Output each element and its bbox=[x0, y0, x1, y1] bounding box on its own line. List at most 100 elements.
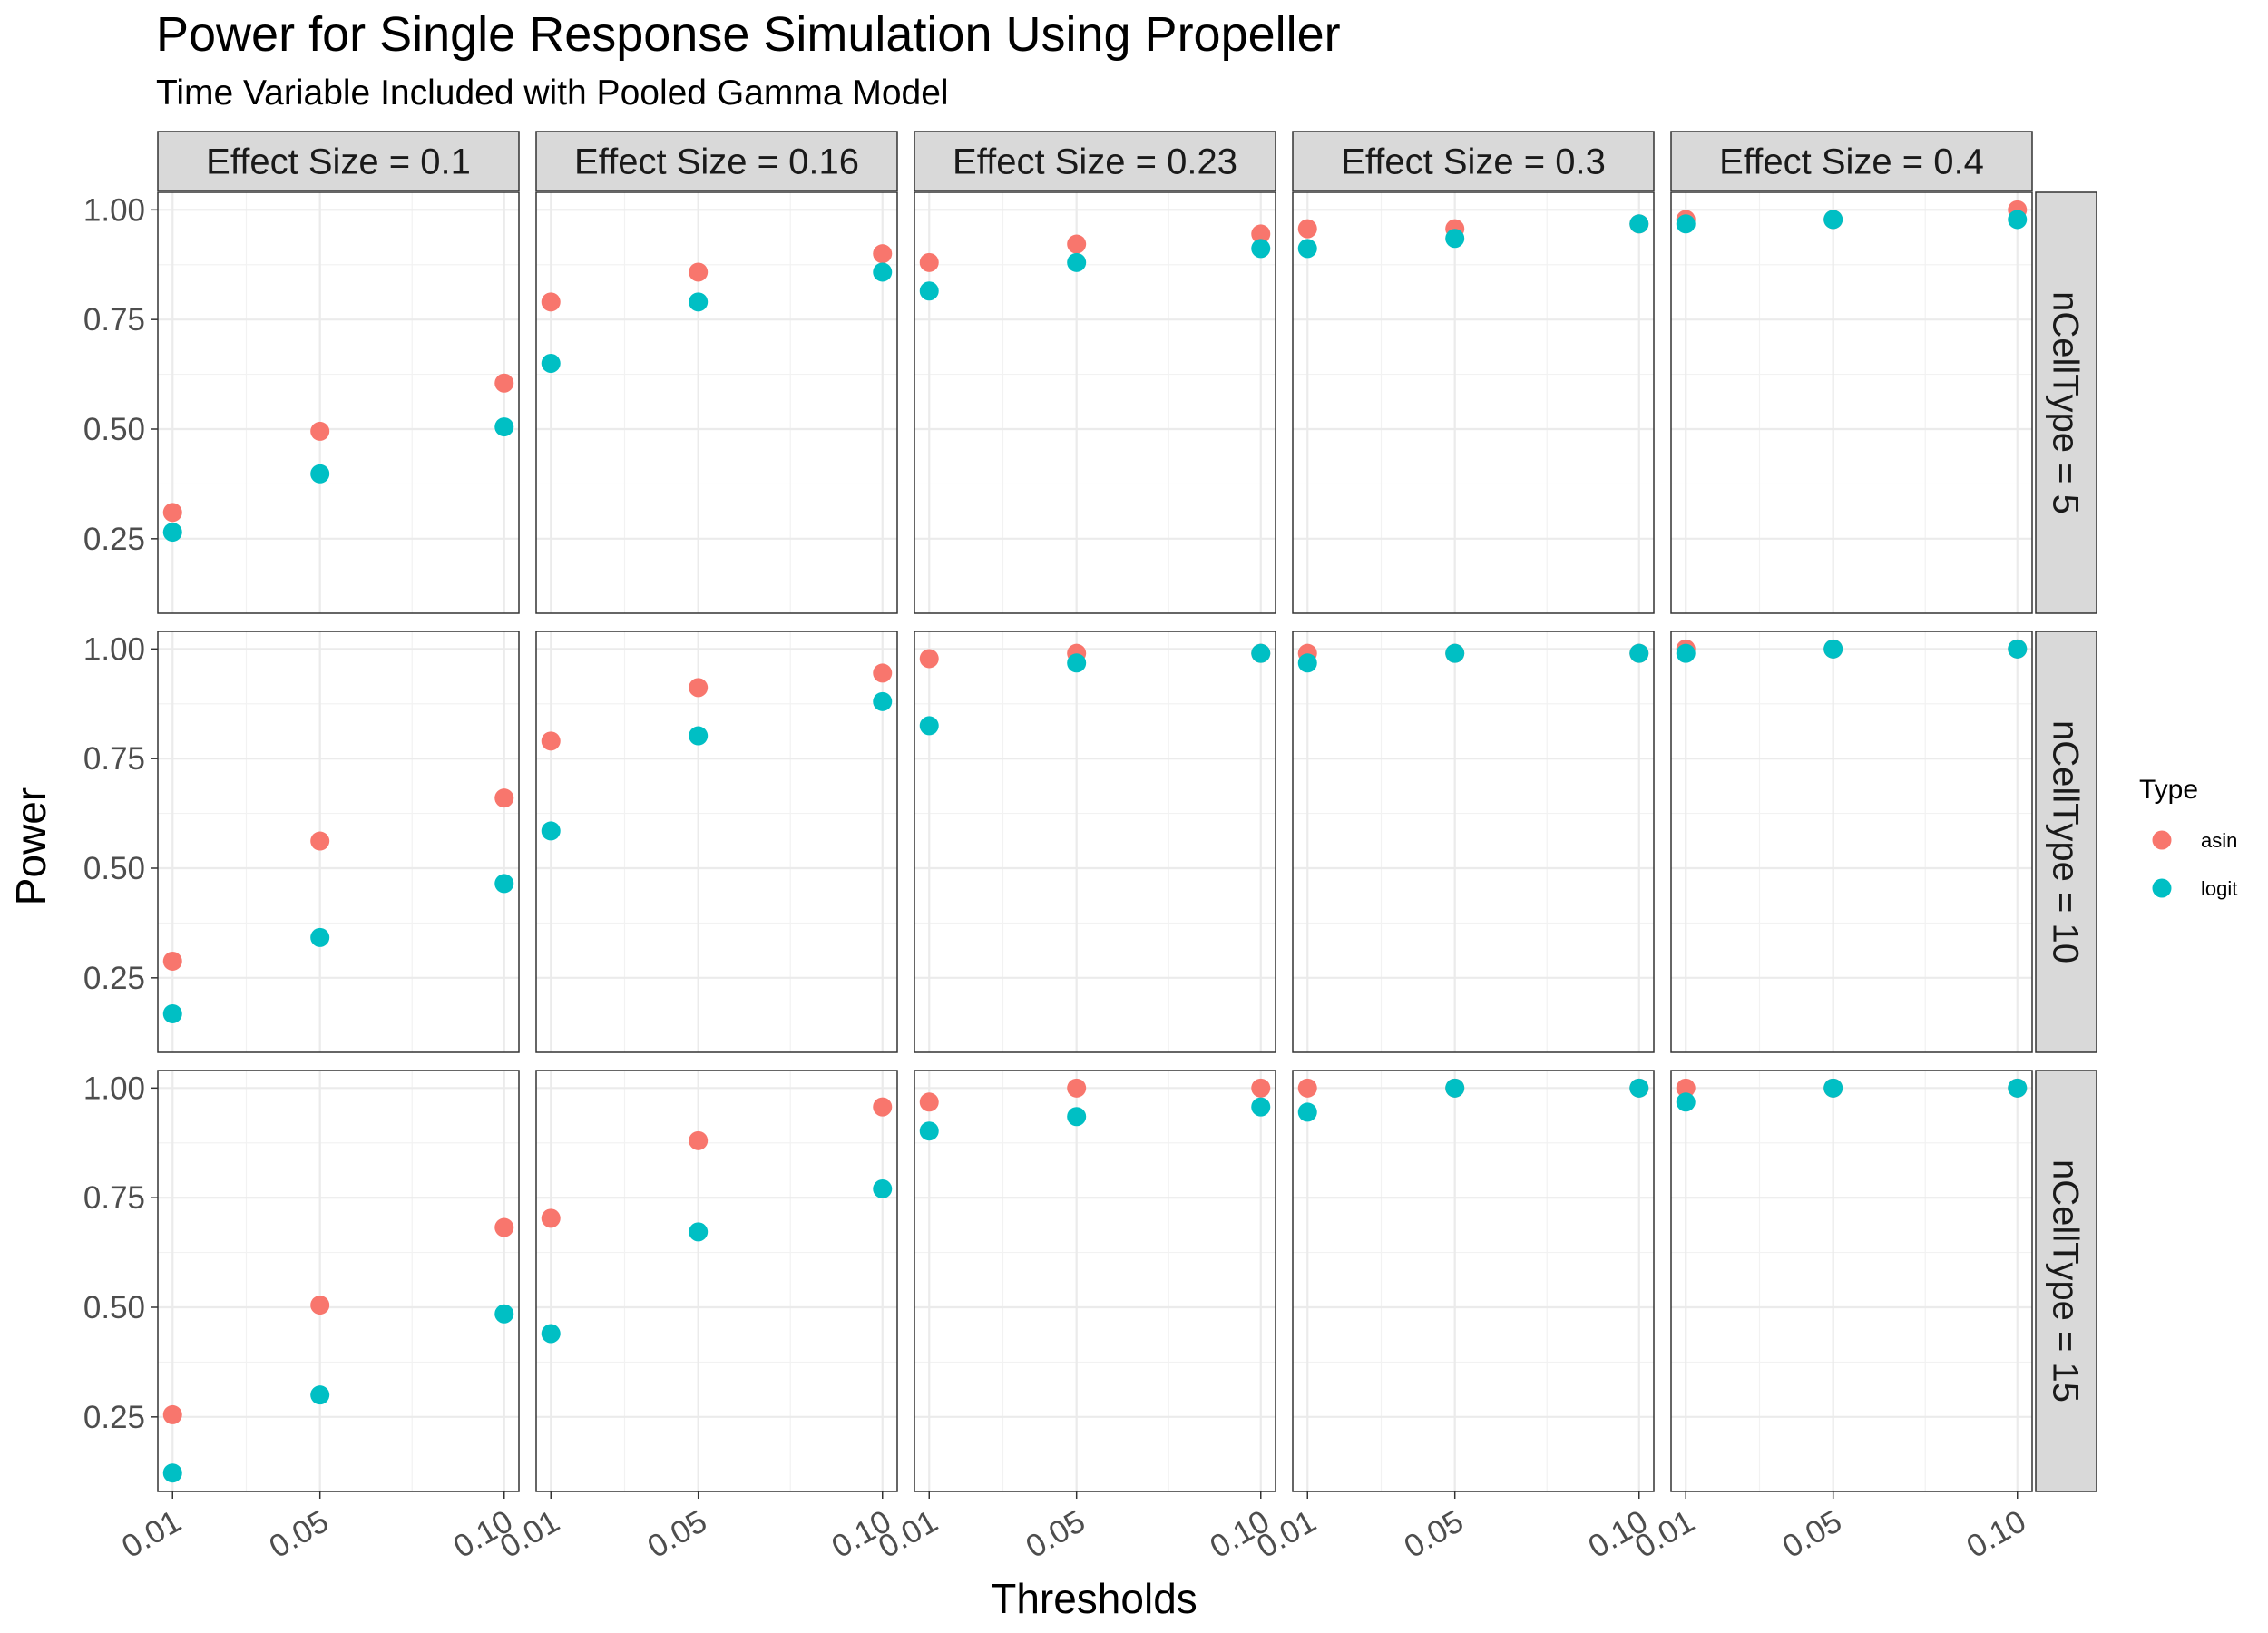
data-point-logit bbox=[1823, 639, 1843, 659]
data-point-logit bbox=[1251, 643, 1271, 663]
facet-strip-row-label: nCellType = 10 bbox=[2046, 720, 2086, 963]
panel-border bbox=[1292, 1070, 1655, 1492]
data-point-logit bbox=[1067, 653, 1087, 673]
data-point-asin bbox=[1297, 219, 1317, 239]
facet-panel bbox=[535, 631, 898, 1053]
panel-background bbox=[158, 1071, 519, 1491]
facet-strip-column-label: Effect Size = 0.4 bbox=[1719, 142, 1984, 182]
data-point-logit bbox=[162, 1003, 182, 1023]
panel-background bbox=[1671, 631, 2032, 1052]
legend-key-asin bbox=[2152, 830, 2172, 850]
data-point-asin bbox=[919, 252, 939, 272]
data-point-logit bbox=[919, 281, 939, 301]
facet-strip-column-label: Effect Size = 0.1 bbox=[206, 142, 471, 182]
data-point-logit bbox=[873, 691, 893, 711]
chart-subtitle: Time Variable Included with Pooled Gamma… bbox=[156, 73, 949, 112]
panel-border bbox=[535, 631, 898, 1053]
x-axis-title: Thresholds bbox=[991, 1575, 1198, 1622]
facet-panel bbox=[535, 1070, 898, 1492]
data-point-asin bbox=[1067, 234, 1087, 254]
facet-strip-column bbox=[1292, 131, 1655, 191]
panel-background bbox=[158, 631, 519, 1052]
legend: Type asin logit bbox=[2139, 775, 2237, 900]
data-point-logit bbox=[1297, 1102, 1317, 1122]
data-point-logit bbox=[2008, 639, 2028, 659]
panel-border bbox=[914, 631, 1276, 1053]
facet-panel bbox=[535, 191, 898, 614]
facet-panel bbox=[1670, 191, 2033, 614]
panel-background bbox=[914, 192, 1276, 613]
data-point-logit bbox=[541, 821, 561, 841]
data-point-logit bbox=[1629, 1078, 1649, 1098]
data-point-asin bbox=[1251, 224, 1271, 244]
data-point-logit bbox=[494, 417, 514, 437]
panels-layer: Effect Size = 0.1 Effect Size = 0.16 Effec… bbox=[83, 131, 2097, 1565]
panel-border bbox=[157, 1070, 520, 1492]
facet-strip-column bbox=[535, 131, 898, 191]
data-point-logit bbox=[873, 1179, 893, 1198]
data-point-asin bbox=[162, 951, 182, 971]
facet-strip-row-label: nCellType = 15 bbox=[2046, 1159, 2086, 1403]
data-point-asin bbox=[310, 421, 330, 441]
y-tick-label: 1.00 bbox=[83, 192, 145, 228]
facet-strip-column bbox=[914, 131, 1276, 191]
data-point-logit bbox=[1067, 252, 1087, 272]
facet-panel bbox=[1292, 1070, 1655, 1492]
data-point-asin bbox=[873, 663, 893, 683]
data-point-logit bbox=[2008, 210, 2028, 230]
data-point-logit bbox=[689, 292, 709, 312]
y-tick-label: 1.00 bbox=[83, 631, 145, 667]
panel-border bbox=[1670, 631, 2033, 1053]
facet-strip-column bbox=[1670, 131, 2033, 191]
data-point-asin bbox=[689, 678, 709, 698]
data-point-asin bbox=[310, 1296, 330, 1315]
legend-label-logit: logit bbox=[2201, 877, 2237, 900]
data-point-asin bbox=[1067, 1078, 1087, 1098]
panel-background bbox=[914, 1071, 1276, 1491]
data-point-logit bbox=[1297, 239, 1317, 259]
facet-panel bbox=[157, 191, 520, 614]
panel-background bbox=[536, 192, 897, 613]
data-point-asin bbox=[919, 649, 939, 669]
panel-background bbox=[1293, 1071, 1654, 1491]
y-tick-label: 0.25 bbox=[83, 961, 145, 996]
y-tick-label: 0.75 bbox=[83, 302, 145, 337]
data-point-logit bbox=[1251, 239, 1271, 259]
x-tick-label: 0.10 bbox=[1960, 1503, 2031, 1565]
y-tick-label: 0.25 bbox=[83, 522, 145, 557]
data-point-logit bbox=[1629, 214, 1649, 234]
data-point-asin bbox=[689, 262, 709, 282]
y-tick-label: 0.50 bbox=[83, 851, 145, 886]
data-point-asin bbox=[162, 1404, 182, 1424]
facet-strip-column-label: Effect Size = 0.16 bbox=[574, 142, 859, 182]
panel-border bbox=[914, 1070, 1276, 1492]
panel-border bbox=[535, 191, 898, 614]
facet-panel bbox=[914, 191, 1276, 614]
panel-border bbox=[1670, 191, 2033, 614]
y-tick-label: 0.75 bbox=[83, 741, 145, 777]
data-point-logit bbox=[1445, 1078, 1465, 1098]
data-point-logit bbox=[1823, 210, 1843, 230]
data-point-logit bbox=[162, 523, 182, 543]
y-tick-label: 0.50 bbox=[83, 412, 145, 447]
data-point-logit bbox=[1297, 653, 1317, 673]
facet-strip-row bbox=[2035, 1070, 2097, 1492]
panel-background bbox=[1671, 192, 2032, 613]
data-point-logit bbox=[310, 1385, 330, 1405]
facet-panel bbox=[914, 631, 1276, 1053]
data-point-logit bbox=[494, 874, 514, 894]
facet-panel bbox=[157, 1070, 520, 1492]
data-point-logit bbox=[1676, 214, 1696, 234]
panel-border bbox=[535, 1070, 898, 1492]
x-tick-label: 0.05 bbox=[263, 1503, 334, 1565]
data-point-logit bbox=[310, 464, 330, 484]
data-point-asin bbox=[1251, 1078, 1271, 1098]
x-tick-label: 0.01 bbox=[116, 1503, 187, 1565]
data-point-asin bbox=[310, 831, 330, 851]
y-tick-label: 0.25 bbox=[83, 1400, 145, 1435]
legend-title: Type bbox=[2139, 775, 2198, 805]
data-point-logit bbox=[541, 354, 561, 373]
data-point-logit bbox=[494, 1304, 514, 1324]
panel-border bbox=[1670, 1070, 2033, 1492]
x-tick-label: 0.05 bbox=[1020, 1503, 1090, 1565]
